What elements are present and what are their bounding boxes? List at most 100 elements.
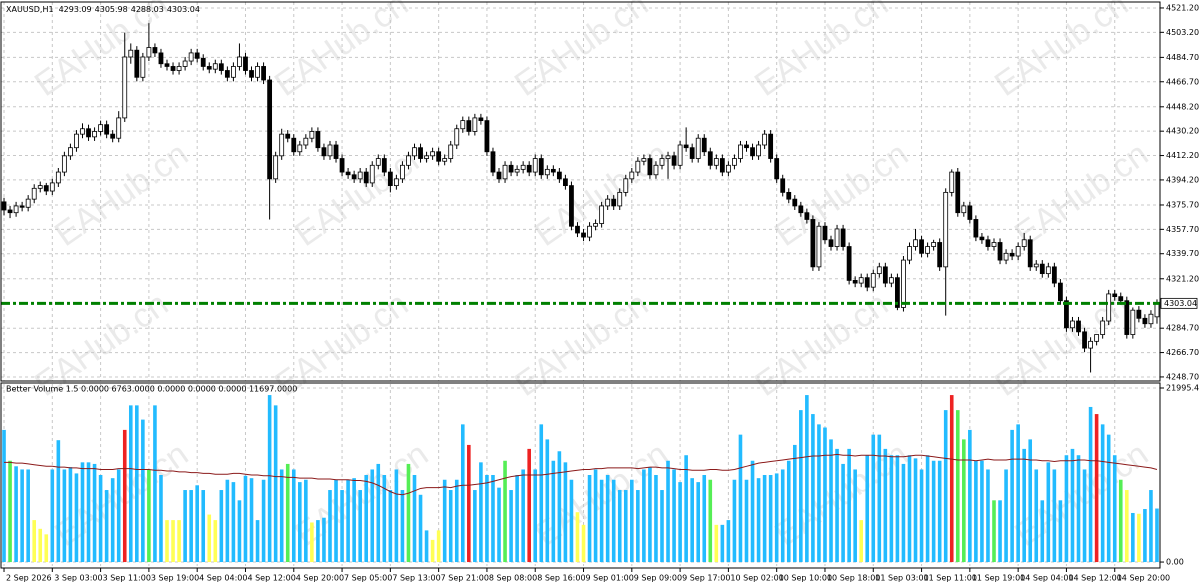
candle-body <box>1045 266 1051 275</box>
candle-body <box>744 144 749 149</box>
volume-bar <box>304 479 308 563</box>
candle-body <box>593 223 598 227</box>
y-tick-label: 4284.70 <box>1166 324 1199 333</box>
candle-body <box>164 63 170 67</box>
volume-bar <box>104 490 109 563</box>
volume-bar <box>817 424 821 563</box>
volume-bar <box>883 448 888 563</box>
volume-bar <box>394 469 399 563</box>
candle-body <box>955 171 961 214</box>
candle-body <box>454 128 460 146</box>
volume-bar <box>750 460 755 563</box>
x-tick-label: 7 Sep 13:00 <box>392 574 440 583</box>
candle-body <box>68 147 73 157</box>
candle-body <box>448 144 454 159</box>
candle-body <box>92 131 97 138</box>
volume-bar <box>436 530 441 563</box>
volume-bar <box>1064 455 1069 563</box>
header-low: 4288.03 <box>131 5 164 14</box>
volume-bar <box>225 479 230 563</box>
y-tick-label: 21995.4 <box>1166 383 1199 392</box>
x-tick-label: 2 Sep 2026 <box>6 574 52 583</box>
volume-bar <box>811 414 815 563</box>
candle-body <box>750 147 755 157</box>
candle-body <box>901 259 906 308</box>
candle-body <box>381 158 387 173</box>
candle-body <box>647 158 653 176</box>
volume-bar <box>2 429 6 563</box>
axes: 4521.20 4503.20 4484.70 4466.70 4448.20 4430.… <box>3 3 1199 583</box>
volume-bar <box>799 410 803 563</box>
volume-bar <box>467 444 471 563</box>
candle-body <box>351 174 357 180</box>
volume-bar <box>877 434 882 563</box>
candle-body <box>943 191 949 268</box>
volume-bar <box>805 395 809 563</box>
candle-body <box>713 158 719 166</box>
y-tick-label: 4412.20 <box>1166 151 1199 160</box>
candle-body <box>1154 302 1160 318</box>
y-tick-label: 4521.20 <box>1166 3 1199 12</box>
moving-average <box>4 453 1158 496</box>
volume-bar <box>32 520 37 563</box>
candle-body <box>1118 296 1124 302</box>
x-tick-label: 14 Sep 12:00 <box>1068 574 1121 583</box>
candle-body <box>1076 320 1081 333</box>
candle-body <box>840 228 846 247</box>
volume-bar <box>726 520 731 563</box>
volume-bar <box>430 539 435 563</box>
y-tick-label: 4321.20 <box>1166 274 1199 283</box>
volume-bar <box>68 467 73 563</box>
x-tick-label: 3 Sep 11:00 <box>103 574 151 583</box>
volume-bar <box>352 478 356 563</box>
candle-body <box>188 52 194 62</box>
volume-bar <box>201 490 206 563</box>
volume-bar <box>122 429 127 563</box>
candle-body <box>1094 334 1100 342</box>
y-tick-label: 4248.70 <box>1166 372 1199 381</box>
volume-bar <box>841 463 845 563</box>
candle-body <box>1064 300 1069 329</box>
candle-body <box>1021 239 1027 247</box>
candle-body <box>611 198 617 207</box>
volume-bar <box>491 475 495 563</box>
candle-body <box>273 155 279 180</box>
candle-body <box>472 117 478 132</box>
price-label-box <box>1160 297 1198 309</box>
candle-body <box>86 128 91 138</box>
candle-body <box>345 171 351 176</box>
candle-body <box>484 120 490 153</box>
volume-bar <box>406 463 411 563</box>
volume-bar <box>1016 424 1020 563</box>
candle-body <box>412 147 417 157</box>
volume-bar <box>611 479 616 563</box>
volume-bar <box>974 460 978 563</box>
candle-body <box>997 242 1003 261</box>
volume-bar <box>907 455 912 563</box>
volume-bar <box>605 475 610 563</box>
volume-bar <box>135 405 139 563</box>
candle-body <box>134 49 140 78</box>
candle-body <box>641 158 647 162</box>
candle-body <box>206 66 212 70</box>
candle-body <box>49 182 55 192</box>
volume-bar <box>424 530 429 563</box>
candle-body <box>333 144 339 159</box>
candle-body <box>695 137 701 159</box>
candle-body <box>569 185 574 227</box>
x-tick-label: 11 Sep 03:00 <box>875 574 928 583</box>
candle-body <box>418 147 423 159</box>
x-tick-label: 9 Sep 01:00 <box>586 574 634 583</box>
volume-bar <box>1070 448 1075 563</box>
candle-body <box>895 277 900 308</box>
candle-body <box>1106 293 1112 322</box>
candle-body <box>967 205 973 220</box>
candle-body <box>146 47 152 58</box>
candle-body <box>1142 317 1148 325</box>
candle-body <box>1057 282 1063 302</box>
candle-body <box>327 144 333 157</box>
candle-body <box>508 164 514 173</box>
candle-body <box>442 158 448 162</box>
x-tick-label: 7 Sep 05:00 <box>344 574 392 583</box>
